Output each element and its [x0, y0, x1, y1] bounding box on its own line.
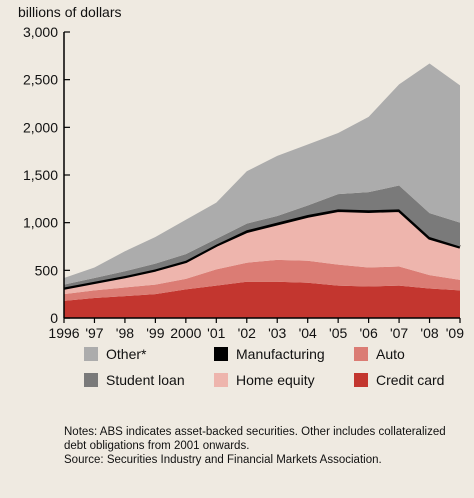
x-tick-label: 1996	[48, 325, 79, 341]
area-home-equity	[64, 211, 460, 295]
legend-label: Credit card	[376, 372, 445, 388]
area-credit-card	[64, 281, 460, 318]
notes-source: Source: Securities Industry and Financia…	[64, 454, 382, 466]
notes-line-2: debt obligations from 2001 onwards.	[64, 440, 250, 452]
x-tick-label: 2000	[170, 325, 201, 341]
x-tick-label: '97	[85, 325, 103, 341]
chart-legend: Other* Manufacturing Auto Student loan Home …	[84, 346, 464, 396]
legend-item-student-loan: Student loan	[84, 372, 185, 388]
x-tick-label: '03	[268, 325, 286, 341]
y-tick-label: 2,500	[23, 72, 58, 88]
area-other	[64, 63, 460, 285]
legend-swatch	[84, 347, 98, 361]
y-tick-label: 3,000	[23, 24, 58, 40]
legend-item-other: Other*	[84, 346, 146, 362]
y-tick-label: 1,000	[23, 215, 58, 231]
legend-item-auto: Auto	[354, 346, 405, 362]
legend-swatch	[214, 347, 228, 361]
x-tick-label: '07	[390, 325, 408, 341]
legend-label: Student loan	[106, 372, 185, 388]
legend-swatch	[214, 373, 228, 387]
area-auto	[64, 259, 460, 301]
legend-label: Other*	[106, 346, 147, 362]
legend-swatch	[84, 373, 98, 387]
notes-line-1: Notes: ABS indicates asset-backed securi…	[64, 426, 446, 438]
chart-notes: Notes: ABS indicates asset-backed securi…	[64, 425, 469, 467]
x-tick-label: '98	[116, 325, 134, 341]
y-tick-label: 2,000	[23, 119, 58, 135]
x-tick-label: '02	[238, 325, 256, 341]
y-tick-label: 500	[35, 262, 59, 278]
legend-swatch	[354, 347, 368, 361]
legend-item-manufacturing: Manufacturing	[214, 346, 325, 362]
legend-label: Auto	[376, 346, 405, 362]
x-tick-label: '99	[146, 325, 164, 341]
line-manufacturing	[63, 208, 461, 290]
legend-item-home-equity: Home equity	[214, 372, 315, 388]
x-tick-label: '09	[446, 325, 464, 341]
y-tick-label: 1,500	[23, 167, 58, 183]
legend-label: Manufacturing	[236, 346, 325, 362]
legend-label: Home equity	[236, 372, 315, 388]
y-axis-label: billions of dollars	[18, 4, 122, 20]
x-tick-label: '01	[207, 325, 225, 341]
x-tick-label: '06	[359, 325, 377, 341]
y-tick-label: 0	[50, 310, 58, 326]
legend-item-credit-card: Credit card	[354, 372, 444, 388]
x-tick-label: '04	[299, 325, 317, 341]
x-tick-label: '05	[329, 325, 347, 341]
area-student-loan	[64, 185, 460, 288]
legend-swatch	[354, 373, 368, 387]
stacked-area-chart: billions of dollars 0 500 1,000 1,500 2,000 2…	[18, 4, 464, 341]
x-tick-label: '08	[420, 325, 438, 341]
